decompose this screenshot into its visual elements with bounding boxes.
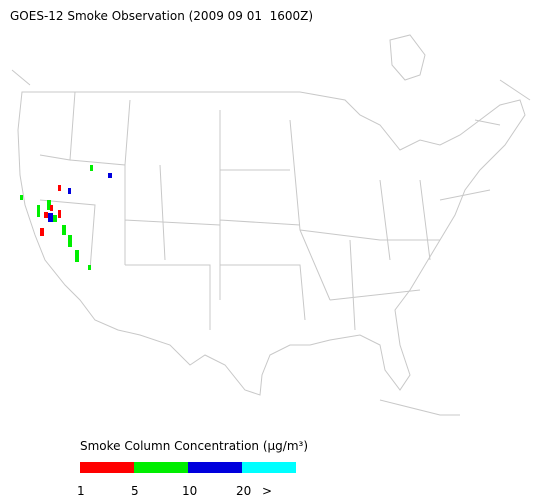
smoke-pixel — [108, 173, 112, 178]
smoke-pixel — [58, 210, 61, 218]
smoke-pixel — [48, 213, 53, 222]
legend-title: Smoke Column Concentration (μg/m³) — [80, 439, 308, 453]
smoke-pixels — [20, 165, 112, 270]
legend-label: 20 — [236, 484, 251, 498]
smoke-pixel — [90, 165, 93, 171]
legend-label: 10 — [182, 484, 197, 498]
smoke-pixel — [88, 265, 91, 270]
smoke-pixel — [53, 215, 57, 222]
legend-label: > — [262, 484, 272, 498]
legend-label: 5 — [131, 484, 139, 498]
map-title: GOES-12 Smoke Observation (2009 09 01 16… — [10, 9, 313, 23]
legend-swatch — [134, 462, 188, 473]
smoke-pixel — [20, 195, 23, 200]
smoke-pixel — [75, 250, 79, 262]
legend: 1 5 10 20 > — [77, 462, 296, 498]
smoke-pixel — [50, 205, 53, 211]
legend-swatch — [242, 462, 296, 473]
smoke-pixel — [44, 212, 48, 218]
smoke-pixel — [47, 200, 51, 210]
smoke-pixel — [68, 235, 72, 247]
smoke-pixel — [37, 205, 40, 217]
smoke-pixel — [62, 225, 66, 235]
legend-label: 1 — [77, 484, 85, 498]
smoke-pixel — [68, 188, 71, 194]
legend-swatch — [80, 462, 134, 473]
legend-swatch — [188, 462, 242, 473]
smoke-pixel — [58, 185, 61, 191]
basemap — [11, 34, 531, 416]
smoke-pixel — [40, 228, 44, 236]
